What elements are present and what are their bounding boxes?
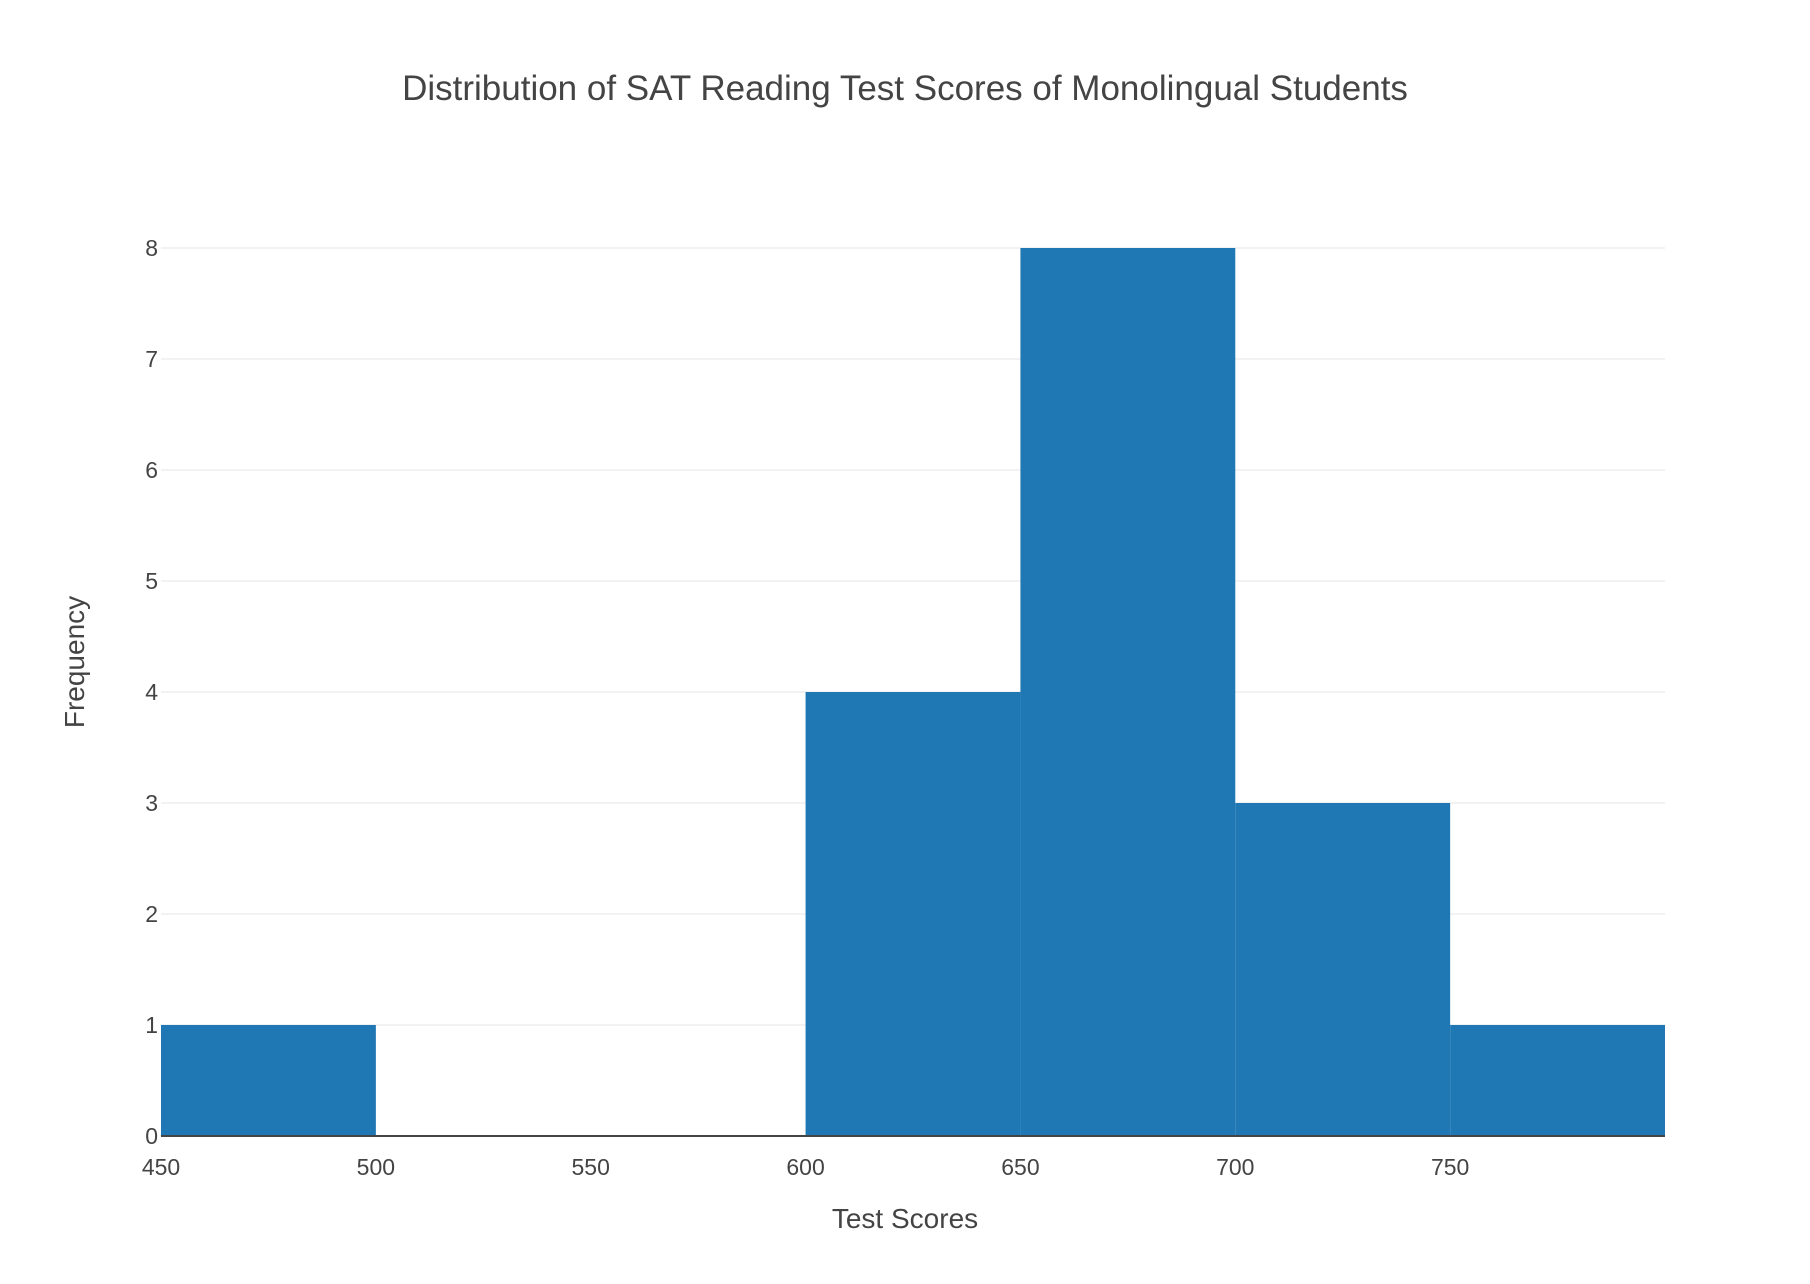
x-tick-label: 500 xyxy=(357,1154,395,1180)
tick-labels: 0 1 2 3 4 5 6 7 8 450 500 550 600 650 700 750 xyxy=(142,235,1470,1180)
histogram-bar xyxy=(161,1025,376,1136)
histogram-bars xyxy=(161,248,1665,1136)
chart-title: Distribution of SAT Reading Test Scores … xyxy=(402,69,1408,108)
y-tick-label: 2 xyxy=(145,901,158,927)
x-tick-label: 750 xyxy=(1431,1154,1469,1180)
y-tick-label: 3 xyxy=(145,790,158,816)
y-axis-title: Frequency xyxy=(59,596,90,728)
x-tick-label: 450 xyxy=(142,1154,180,1180)
x-tick-label: 550 xyxy=(572,1154,610,1180)
y-tick-label: 6 xyxy=(145,457,158,483)
y-tick-label: 1 xyxy=(145,1012,158,1038)
histogram-bar xyxy=(1450,1025,1665,1136)
x-tick-label: 600 xyxy=(786,1154,824,1180)
y-tick-label: 7 xyxy=(145,346,158,372)
x-tick-label: 700 xyxy=(1216,1154,1254,1180)
histogram-bar xyxy=(805,692,1021,1136)
histogram-bar xyxy=(1020,248,1236,1136)
x-tick-label: 650 xyxy=(1001,1154,1039,1180)
y-tick-label: 8 xyxy=(145,235,158,261)
y-tick-label: 5 xyxy=(145,568,158,594)
x-axis-title: Test Scores xyxy=(832,1203,978,1234)
y-tick-label: 0 xyxy=(145,1123,158,1149)
histogram-bar xyxy=(1235,803,1451,1136)
y-tick-label: 4 xyxy=(145,679,158,705)
